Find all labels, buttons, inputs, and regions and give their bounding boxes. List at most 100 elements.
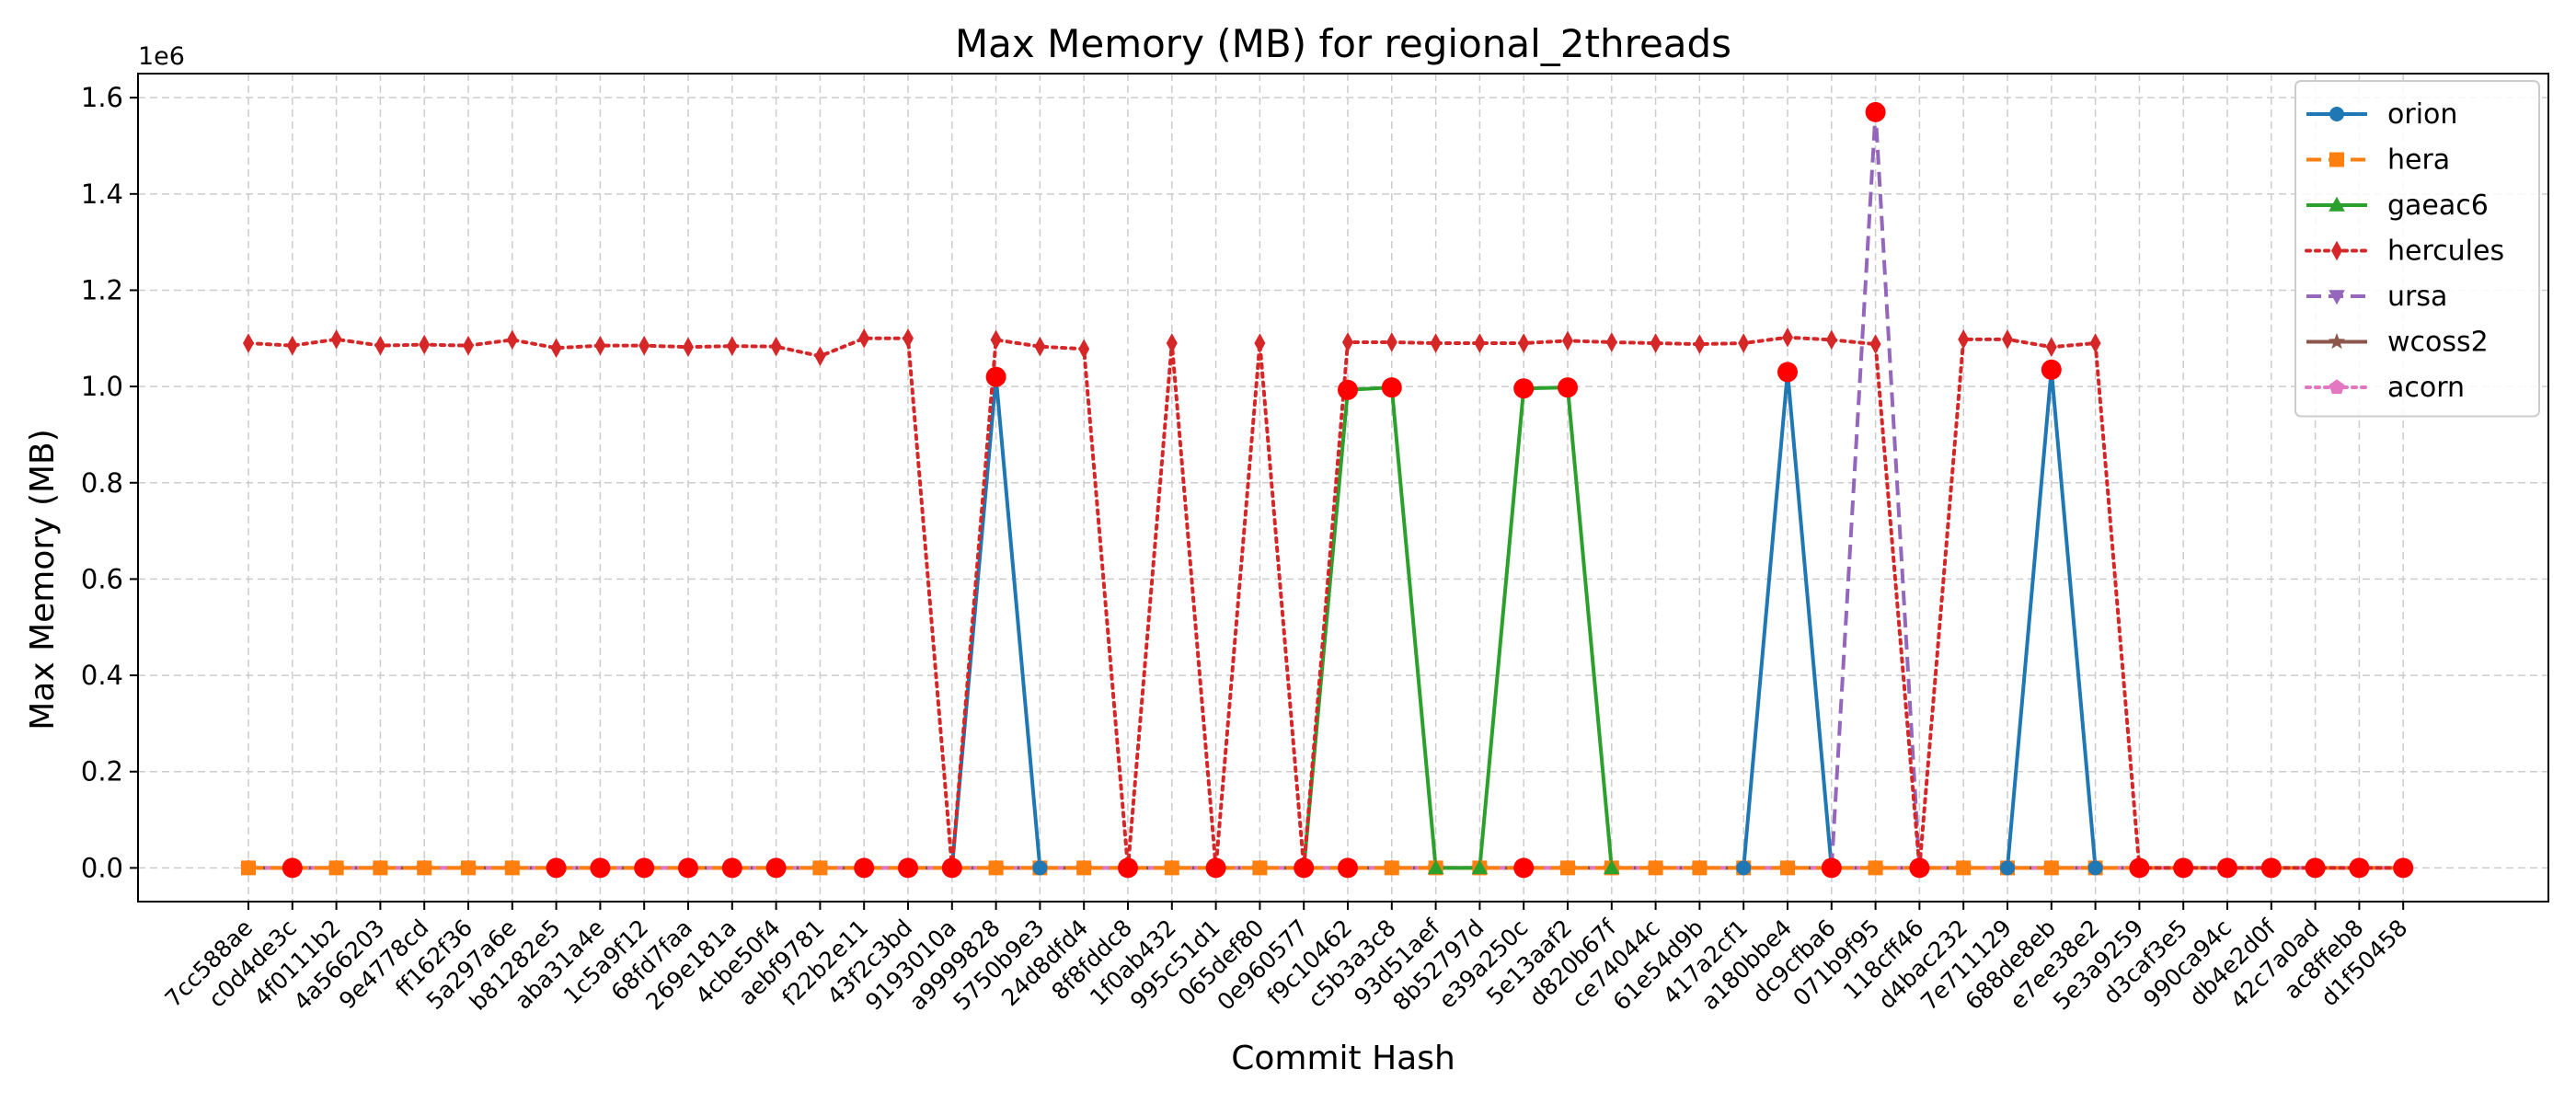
highlight-point [1558, 377, 1578, 398]
data-point-hera [328, 860, 344, 876]
highlight-point [2217, 857, 2237, 879]
legend-item-hera: hera [2306, 144, 2450, 177]
highlight-point [1338, 857, 1358, 879]
data-point-orion [1736, 860, 1752, 876]
highlight-point [1909, 857, 1930, 879]
highlight-point [1381, 377, 1402, 398]
highlight-point [634, 857, 655, 879]
data-point-hera [1956, 860, 1972, 876]
legend-label: hercules [2387, 236, 2504, 268]
legend-item-acorn: acorn [2305, 372, 2465, 404]
data-point-hera [1692, 860, 1708, 876]
highlight-point [985, 366, 1006, 387]
data-point-gaeac6 [1604, 859, 1620, 875]
data-point-hercules [330, 329, 342, 350]
data-point-hercules [1078, 339, 1090, 360]
data-point-hercules [1474, 333, 1486, 353]
highlight-point [546, 857, 567, 879]
series-line-hercules [247, 335, 2406, 870]
highlight-point [765, 857, 787, 879]
highlight-point [1821, 857, 1842, 879]
legend-item-gaeac6: gaeac6 [2306, 190, 2489, 222]
legend-label: hera [2387, 144, 2450, 177]
data-point-hera [1384, 860, 1399, 876]
legend-label: orion [2387, 98, 2457, 131]
data-point-hercules [1738, 333, 1750, 353]
axes-frame [137, 73, 2549, 903]
data-point-hercules [990, 329, 1002, 351]
data-point-hera [988, 860, 1004, 876]
y-tick-label: 1.2 [81, 274, 123, 305]
legend-box [2294, 80, 2540, 418]
y-tick-label: 1.4 [81, 178, 123, 210]
legend: orion hera gaeac6 hercules ursa wcoss2 acorn [2294, 80, 2540, 418]
highlight-point [1294, 857, 1315, 879]
y-axis-multiplier: 1e6 [138, 42, 185, 71]
data-point-hercules [2045, 337, 2057, 358]
data-point-hera [1560, 860, 1575, 876]
legend-label: ursa [2387, 281, 2447, 313]
legend-marker [2329, 152, 2344, 167]
data-point-hercules [1342, 332, 1353, 352]
data-point-hercules [903, 328, 914, 349]
legend-item-ursa: ursa [2306, 281, 2447, 313]
grid [138, 74, 2548, 902]
y-axis-label: Max Memory (MB) [24, 429, 62, 730]
data-point-hercules [1518, 333, 1530, 353]
data-point-hercules [2002, 329, 2013, 350]
data-point-hercules [814, 346, 826, 366]
data-point-hercules [243, 333, 254, 353]
highlight-point [1513, 378, 1535, 399]
legend-marker [2329, 107, 2344, 121]
legend-label: gaeac6 [2387, 190, 2489, 222]
highlight-point [1865, 101, 1886, 122]
legend-label: acorn [2387, 372, 2465, 404]
data-point-hercules [594, 335, 606, 356]
data-point-hercules [463, 335, 474, 356]
data-point-orion [2087, 860, 2103, 876]
legend-marker [2329, 196, 2345, 212]
legend-marker [2329, 290, 2345, 305]
data-point-hercules [770, 336, 782, 357]
y-tick-label: 0.8 [81, 467, 123, 499]
highlight-point [721, 857, 742, 879]
data-point-hera [461, 860, 476, 876]
x-axis-label: Commit Hash [1231, 1040, 1455, 1077]
data-point-hercules [419, 334, 431, 355]
highlight-point [2349, 857, 2370, 879]
data-point-hercules [726, 336, 738, 356]
data-point-hercules [1386, 332, 1397, 352]
highlight-point [2041, 359, 2062, 380]
data-point-hercules [858, 328, 870, 349]
data-point-hercules [1034, 336, 1046, 357]
data-point-hercules [286, 335, 298, 356]
highlight-point [678, 857, 698, 879]
highlight-point [1118, 857, 1138, 879]
data-point-orion [2000, 860, 2015, 876]
data-point-hercules [506, 329, 518, 351]
data-point-gaeac6 [1427, 859, 1444, 875]
legend-item-hercules: hercules [2305, 236, 2504, 268]
chart-title: Max Memory (MB) for regional_2threads [955, 21, 1731, 66]
highlight-point [1513, 857, 1535, 879]
highlight-point [590, 857, 611, 879]
legend-item-orion: orion [2306, 98, 2457, 131]
data-point-hera [417, 860, 432, 876]
highlight-point [2260, 857, 2282, 879]
y-tick-label: 1.6 [81, 82, 123, 113]
legend-marker [2331, 240, 2342, 261]
y-tick-label: 0.4 [81, 660, 123, 691]
data-point-hera [373, 860, 388, 876]
data-point-hercules [1650, 333, 1662, 353]
highlight-point [282, 857, 303, 879]
series-hercules [247, 335, 2406, 870]
data-point-hercules [638, 335, 650, 356]
highlight-point [2305, 857, 2326, 879]
data-point-hercules [1430, 333, 1442, 353]
data-point-hera [1648, 860, 1663, 876]
legend-marker [2329, 379, 2345, 395]
data-point-hera [504, 860, 520, 876]
data-point-hera [1780, 860, 1795, 876]
